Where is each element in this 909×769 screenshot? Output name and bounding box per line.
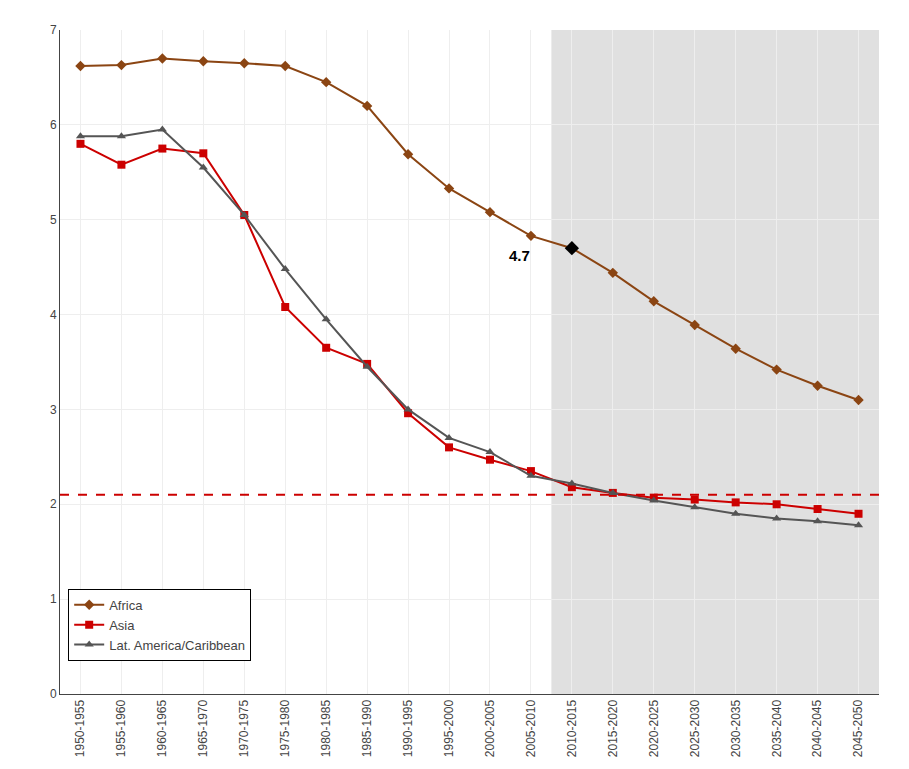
svg-text:1: 1 bbox=[50, 592, 57, 606]
svg-text:Asia: Asia bbox=[109, 618, 135, 633]
svg-text:2040-2045: 2040-2045 bbox=[810, 699, 824, 757]
svg-text:2000-2005: 2000-2005 bbox=[483, 699, 497, 757]
svg-text:1985-1990: 1985-1990 bbox=[360, 699, 374, 757]
svg-text:1965-1970: 1965-1970 bbox=[196, 699, 210, 757]
svg-text:1980-1985: 1980-1985 bbox=[319, 699, 333, 757]
svg-text:4.7: 4.7 bbox=[509, 247, 530, 264]
svg-text:3: 3 bbox=[50, 403, 57, 417]
svg-text:1995-2000: 1995-2000 bbox=[442, 699, 456, 757]
svg-text:4: 4 bbox=[50, 308, 57, 322]
svg-text:6: 6 bbox=[50, 118, 57, 132]
svg-text:7: 7 bbox=[50, 23, 57, 37]
svg-text:5: 5 bbox=[50, 213, 57, 227]
svg-text:2030-2035: 2030-2035 bbox=[729, 699, 743, 757]
svg-text:1955-1960: 1955-1960 bbox=[114, 699, 128, 757]
svg-text:1975-1980: 1975-1980 bbox=[278, 699, 292, 757]
svg-text:2035-2040: 2035-2040 bbox=[770, 699, 784, 757]
svg-text:2015-2020: 2015-2020 bbox=[606, 699, 620, 757]
svg-text:2020-2025: 2020-2025 bbox=[647, 699, 661, 757]
svg-text:2005-2010: 2005-2010 bbox=[524, 699, 538, 757]
svg-text:1950-1955: 1950-1955 bbox=[73, 699, 87, 757]
svg-text:2010-2015: 2010-2015 bbox=[565, 699, 579, 757]
svg-text:Africa: Africa bbox=[109, 598, 143, 613]
svg-text:2025-2030: 2025-2030 bbox=[688, 699, 702, 757]
svg-text:0: 0 bbox=[50, 687, 57, 701]
svg-text:1990-1995: 1990-1995 bbox=[401, 699, 415, 757]
svg-text:1960-1965: 1960-1965 bbox=[155, 699, 169, 757]
svg-text:1970-1975: 1970-1975 bbox=[237, 699, 251, 757]
svg-text:2: 2 bbox=[50, 497, 57, 511]
svg-text:2045-2050: 2045-2050 bbox=[851, 699, 865, 757]
svg-text:Lat. America/Caribbean: Lat. America/Caribbean bbox=[109, 638, 245, 653]
